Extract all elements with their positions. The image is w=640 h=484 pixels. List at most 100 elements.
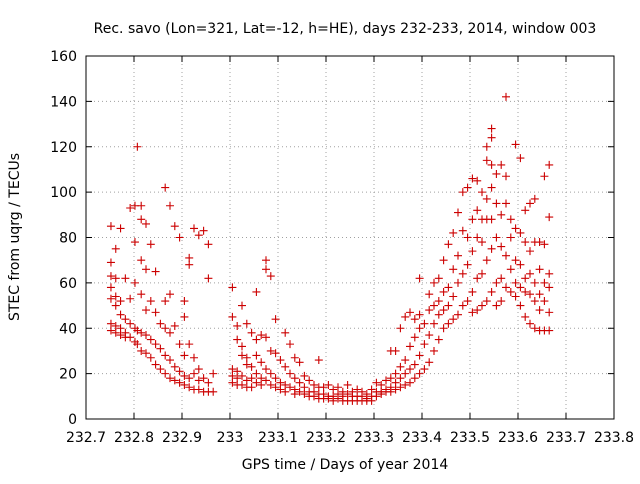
data-point — [106, 326, 115, 335]
data-point — [185, 253, 194, 262]
x-tick-label: 233.2 — [306, 430, 346, 446]
data-point — [343, 390, 352, 399]
data-point — [295, 387, 304, 396]
data-point — [473, 206, 482, 215]
data-point — [194, 376, 203, 385]
x-tick-label: 232.8 — [114, 430, 154, 446]
data-point — [106, 283, 115, 292]
x-tick-label: 233 — [217, 430, 244, 446]
data-point — [111, 328, 120, 337]
data-point — [487, 244, 496, 253]
data-point — [185, 340, 194, 349]
data-point — [194, 365, 203, 374]
data-point — [166, 328, 174, 337]
data-point — [180, 312, 189, 321]
data-point — [262, 265, 270, 274]
data-point — [535, 306, 544, 315]
data-point — [276, 356, 285, 365]
data-point — [415, 369, 424, 378]
data-point — [535, 290, 544, 299]
data-point — [516, 260, 525, 269]
x-tick-label: 233.6 — [498, 430, 538, 446]
data-point — [228, 312, 237, 321]
data-point — [434, 297, 443, 306]
data-point — [396, 383, 405, 392]
data-point — [161, 369, 170, 378]
x-tick-label: 233.8 — [594, 430, 634, 446]
data-point — [146, 335, 155, 344]
data-point — [204, 378, 213, 387]
data-point — [454, 208, 462, 217]
data-point — [190, 369, 198, 378]
data-point — [482, 142, 491, 151]
data-point — [506, 233, 515, 242]
data-point — [530, 194, 539, 203]
data-point — [161, 324, 170, 333]
data-point — [271, 315, 280, 324]
data-point — [252, 335, 261, 344]
data-point — [166, 290, 174, 299]
x-tick-label: 233.5 — [450, 430, 490, 446]
data-point — [116, 297, 125, 306]
data-point — [106, 294, 115, 303]
data-point — [521, 206, 530, 215]
data-point — [540, 240, 549, 249]
data-point — [420, 319, 429, 328]
data-point — [415, 351, 424, 360]
data-point — [266, 369, 275, 378]
data-point — [516, 301, 525, 310]
data-point — [175, 378, 184, 387]
data-point — [130, 278, 139, 287]
data-point — [449, 228, 458, 237]
data-point — [516, 228, 525, 237]
data-point — [401, 369, 410, 378]
data-point — [434, 335, 443, 344]
data-point — [130, 238, 139, 247]
data-point — [180, 380, 189, 389]
data-point — [319, 383, 328, 392]
data-point — [137, 290, 146, 299]
y-tick-label: 120 — [50, 140, 77, 156]
data-point — [242, 353, 251, 362]
data-point — [530, 297, 539, 306]
data-point — [142, 219, 150, 228]
data-point — [281, 387, 290, 396]
data-point — [487, 160, 496, 169]
data-point — [257, 374, 266, 383]
data-points — [106, 92, 554, 405]
data-point — [487, 124, 496, 133]
data-point — [410, 360, 419, 369]
data-point — [487, 183, 496, 192]
data-point — [521, 312, 530, 321]
y-tick-label: 60 — [59, 276, 77, 292]
data-point — [262, 365, 270, 374]
data-point — [116, 224, 125, 233]
data-point — [185, 374, 194, 383]
data-point — [204, 240, 213, 249]
data-point — [415, 310, 424, 319]
data-point — [329, 396, 338, 405]
data-point — [425, 306, 434, 315]
data-point — [146, 353, 155, 362]
data-point — [324, 380, 333, 389]
data-point — [166, 356, 174, 365]
data-point — [257, 380, 266, 389]
data-point — [521, 274, 530, 283]
data-point — [478, 301, 486, 310]
data-point — [151, 267, 160, 276]
data-point — [194, 385, 203, 394]
y-tick-label: 140 — [50, 94, 77, 110]
data-point — [305, 376, 314, 385]
data-point — [116, 324, 125, 333]
data-point — [545, 283, 554, 292]
y-tick-label: 40 — [59, 321, 77, 337]
data-point — [391, 346, 400, 355]
data-point — [511, 256, 520, 265]
data-point — [238, 351, 246, 360]
data-point — [121, 274, 130, 283]
data-point — [266, 272, 275, 281]
data-point — [166, 374, 174, 383]
data-point — [497, 160, 506, 169]
data-point — [535, 238, 544, 247]
